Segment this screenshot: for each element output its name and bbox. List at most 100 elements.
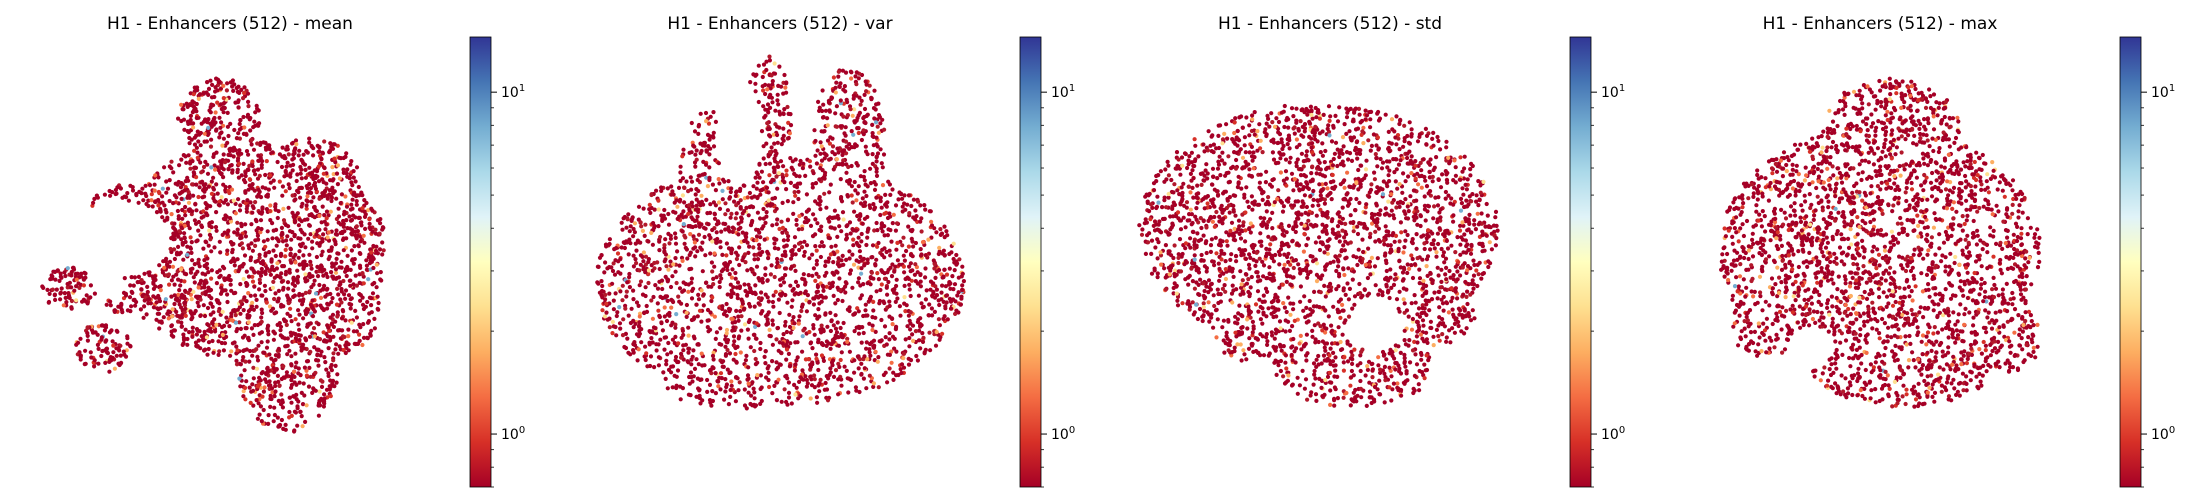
scatter-point [770,100,775,105]
scatter-point [295,172,300,177]
scatter-point [334,196,339,201]
scatter-point [691,143,696,148]
scatter-point [713,188,718,193]
scatter-point [319,253,324,258]
scatter-point [169,212,174,217]
scatter-point [934,293,940,298]
scatter-point [179,225,184,230]
scatter-point [763,361,768,366]
scatter-point [682,241,687,246]
scatter-point [325,306,330,311]
scatter-point [229,288,234,293]
scatter-point [936,251,941,257]
scatter-point [723,337,728,342]
scatter-point [832,208,837,213]
scatter-point [699,193,704,198]
scatter-point [69,273,74,278]
scatter-point [954,259,959,264]
scatter-point [763,349,768,354]
scatter-point [654,188,659,193]
scatter-point [280,405,285,410]
scatter-point [773,108,778,113]
scatter-point [657,248,662,253]
scatter-point [886,279,891,285]
scatter-point [846,390,851,395]
scatter-point [255,233,260,238]
scatter-point [767,126,772,131]
scatter-point [782,107,787,112]
scatter-point [80,299,85,304]
scatter-point [259,266,264,272]
scatter-point [307,136,312,141]
scatter-point [328,378,333,383]
scatter-point [243,189,248,194]
scatter-point [599,288,605,294]
scatter-point [242,85,247,90]
scatter-point [686,189,691,194]
scatter-point [343,296,348,301]
scatter-point [754,264,760,269]
scatter-point [835,297,840,303]
scatter-point [218,291,224,296]
scatter-point [859,231,864,237]
scatter-point [837,224,842,229]
scatter-point [233,211,238,216]
scatter-point [768,180,774,185]
scatter-point [344,218,349,223]
scatter-point [107,369,112,374]
scatter-point [901,264,906,269]
scatter-point [155,306,160,311]
scatter-point [226,166,231,172]
scatter-point [667,313,672,318]
scatter-point [663,237,668,242]
scatter-point [40,284,45,289]
scatter-point [742,403,748,408]
scatter-point [759,169,764,174]
scatter-point [315,241,320,246]
scatter-point [251,388,256,393]
scatter-point [221,83,226,88]
scatter-point [646,239,651,244]
scatter-point [343,194,348,199]
scatter-point [251,376,256,381]
scatter-point [169,166,174,171]
scatter-point [209,276,214,281]
scatter-point [721,364,726,369]
scatter-point [669,184,674,189]
scatter-point [111,343,116,348]
scatter-point [655,301,660,306]
scatter-point [266,187,271,192]
scatter-point [742,387,747,392]
scatter-point [650,242,655,247]
scatter-point [637,314,642,319]
scatter-point [53,297,58,302]
scatter-point [311,195,316,200]
scatter-point [183,288,188,293]
scatter-point [719,342,724,347]
scatter-point [730,225,735,230]
scatter-point [913,329,918,334]
scatter-point [304,368,309,373]
scatter-point [246,152,251,157]
scatter-point [659,185,664,190]
scatter-point [793,279,799,284]
scatter-point [254,103,259,108]
scatter-point [642,233,647,238]
scatter-point [246,309,251,314]
scatter-point [201,348,207,353]
scatter-point [190,325,195,330]
scatter-point [310,304,315,309]
scatter-point [236,156,241,161]
scatter-point [192,280,197,285]
scatter-point [285,234,290,239]
scatter-point [320,249,325,254]
scatter-point [318,295,324,300]
scatter-point [190,266,195,271]
scatter-point [190,159,195,164]
scatter-point [753,175,758,180]
scatter-point [373,248,379,253]
scatter-point [310,390,315,395]
scatter-point [295,423,300,428]
scatter-point [297,380,302,385]
scatter-point [863,302,868,307]
